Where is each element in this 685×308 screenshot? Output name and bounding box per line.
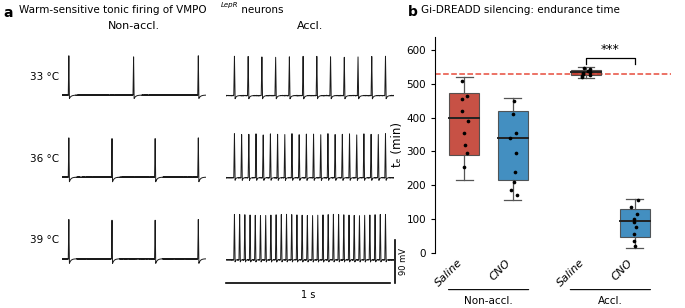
- Point: [508, 112, 519, 117]
- Text: ***: ***: [601, 43, 620, 56]
- Text: 90 mV: 90 mV: [399, 248, 408, 275]
- Text: neurons: neurons: [238, 5, 283, 14]
- Point: [577, 75, 588, 80]
- Point: [511, 131, 522, 136]
- Point: [578, 70, 589, 75]
- Point: [510, 151, 521, 156]
- Point: [628, 217, 639, 221]
- Y-axis label: tₑ (min): tₑ (min): [390, 122, 403, 167]
- Text: b: b: [408, 5, 417, 18]
- Point: [461, 151, 472, 156]
- Point: [630, 243, 640, 248]
- Point: [628, 232, 639, 237]
- Point: [457, 97, 468, 102]
- Point: [509, 179, 520, 184]
- Point: [628, 238, 639, 243]
- Point: [630, 225, 641, 230]
- Point: [585, 69, 596, 74]
- Text: 33 °C: 33 °C: [30, 72, 59, 82]
- Point: [505, 136, 516, 140]
- Text: 36 °C: 36 °C: [30, 154, 59, 164]
- Text: Non-accl.: Non-accl.: [464, 296, 513, 306]
- Point: [632, 198, 643, 203]
- Text: LepR: LepR: [221, 2, 238, 8]
- Point: [459, 131, 470, 136]
- Point: [509, 99, 520, 103]
- Point: [456, 78, 467, 83]
- Point: [462, 93, 473, 98]
- Bar: [498, 111, 528, 180]
- Text: Non-accl.: Non-accl.: [108, 21, 160, 31]
- Point: [510, 169, 521, 174]
- Text: 39 °C: 39 °C: [30, 235, 59, 245]
- Point: [628, 220, 639, 225]
- Point: [462, 119, 473, 124]
- Bar: [620, 209, 650, 237]
- Point: [584, 73, 595, 78]
- Text: Accl.: Accl.: [297, 21, 323, 31]
- Text: Accl.: Accl.: [598, 296, 623, 306]
- Point: [577, 73, 588, 78]
- Text: 1 s: 1 s: [301, 290, 315, 299]
- Point: [632, 211, 643, 216]
- Point: [584, 67, 595, 72]
- Text: a: a: [3, 6, 13, 20]
- Text: Warm-sensitive tonic firing of VMPO: Warm-sensitive tonic firing of VMPO: [19, 5, 207, 14]
- Point: [577, 71, 588, 76]
- Bar: [571, 70, 601, 75]
- Point: [626, 205, 637, 209]
- Point: [460, 142, 471, 147]
- Point: [459, 164, 470, 169]
- Point: [506, 188, 516, 193]
- Bar: [449, 92, 479, 155]
- Point: [512, 193, 523, 198]
- Point: [579, 66, 590, 71]
- Point: [456, 109, 467, 114]
- Text: Gi-DREADD silencing: endurance time: Gi-DREADD silencing: endurance time: [421, 5, 620, 14]
- Point: [583, 68, 594, 73]
